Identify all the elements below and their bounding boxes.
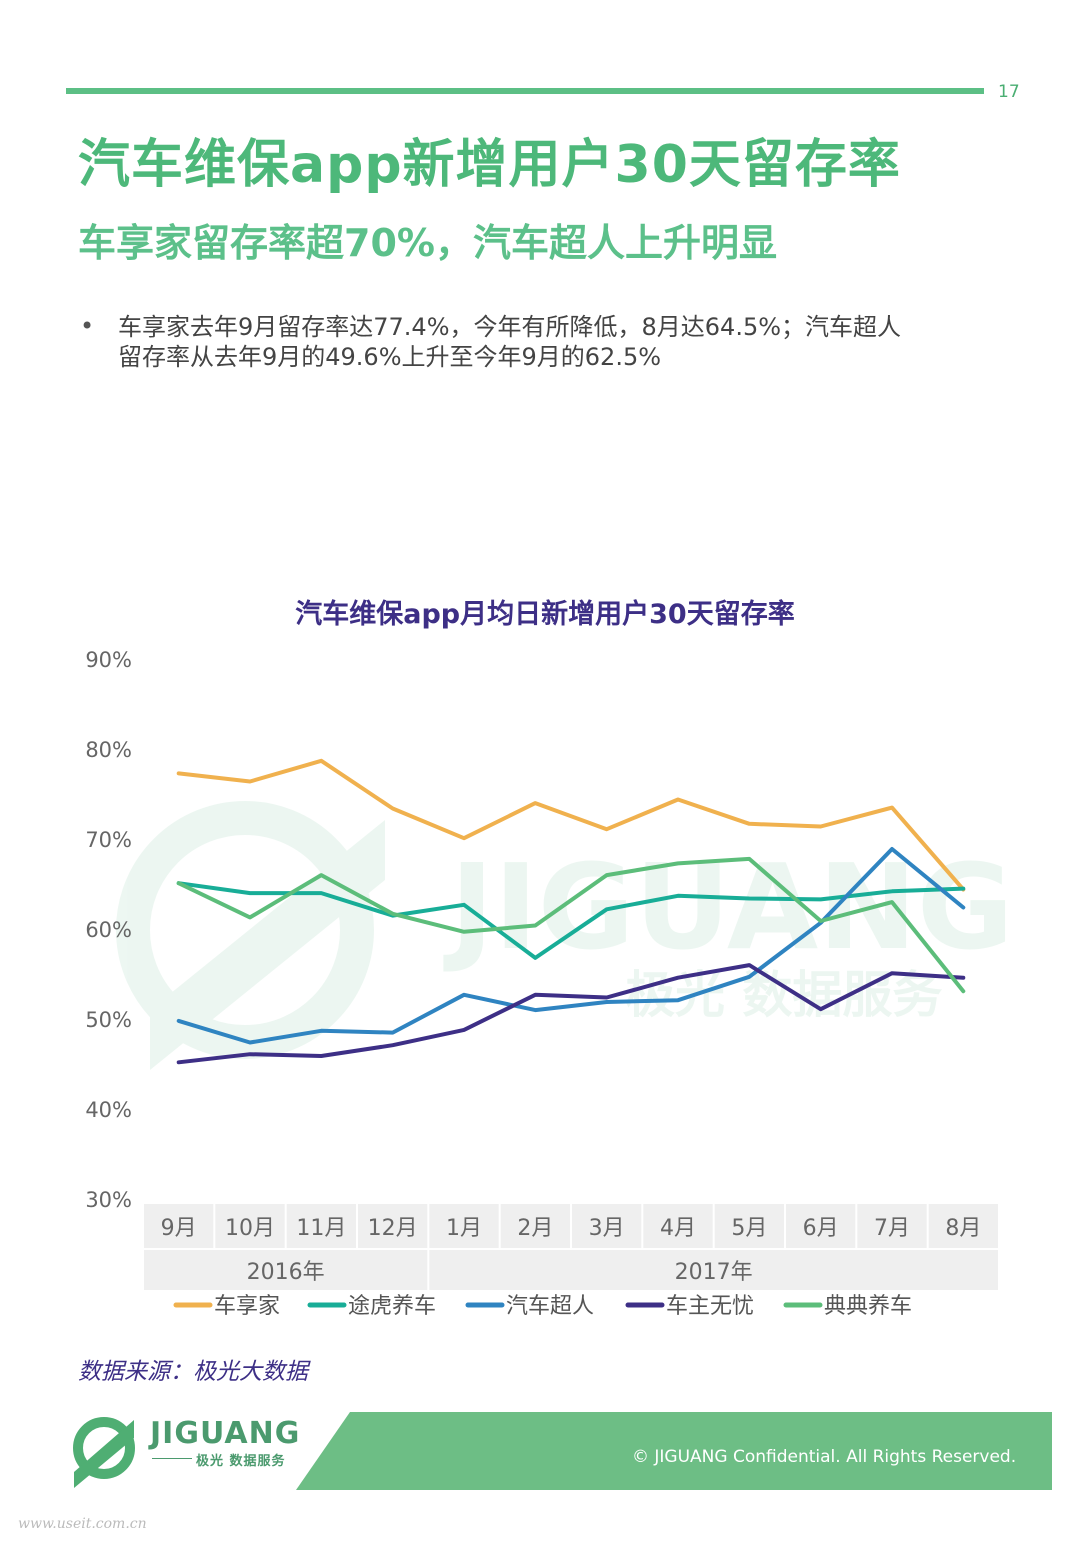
year-cell (144, 1250, 428, 1290)
page-title: 汽车维保app新增用户30天留存率 (78, 135, 901, 195)
y-tick-label: 50% (85, 1008, 132, 1032)
month-label: 8月 (945, 1216, 981, 1241)
y-tick-label: 60% (85, 918, 132, 942)
series-layer (176, 758, 966, 1065)
bullet-text: 车享家去年9月留存率达77.4%，今年有所降低，8月达64.5%；汽车超人 留存… (118, 312, 1018, 372)
month-label: 1月 (446, 1216, 482, 1241)
y-axis: 90% 80% 70% 60% 50% 40% 30% (85, 648, 132, 1212)
series-line-4 (176, 963, 966, 1065)
month-label: 11月 (296, 1216, 346, 1241)
month-cell (786, 1204, 856, 1248)
month-label: 9月 (161, 1216, 197, 1241)
legend: 车享家 途虎养车 汽车超人 车主无忧 典典养车 (173, 1294, 912, 1319)
page-subtitle: 车享家留存率超70%，汽车超人上升明显 (78, 221, 777, 265)
month-cell (286, 1204, 356, 1248)
footer-copyright: © JIGUANG Confidential. All Rights Reser… (632, 1447, 1017, 1467)
month-label: 6月 (803, 1216, 839, 1241)
legend-label: 汽车超人 (506, 1294, 594, 1319)
bullet-line-1: 车享家去年9月留存率达77.4%，今年有所降低，8月达64.5%；汽车超人 (118, 313, 902, 341)
month-label: 10月 (225, 1216, 275, 1241)
month-label: 3月 (589, 1216, 625, 1241)
month-cell (144, 1204, 214, 1248)
month-label: 5月 (731, 1216, 767, 1241)
legend-label: 途虎养车 (348, 1294, 436, 1319)
category-axis: 9月 10月 11月 12月 1月 2月 3月 4月 5月 6月 7月 8月 2016年 2017年 (144, 1204, 998, 1290)
month-cell (643, 1204, 713, 1248)
month-label: 12月 (368, 1216, 418, 1241)
series-line-5 (176, 856, 966, 994)
data-source: 数据来源：极光大数据 (78, 1359, 308, 1385)
footer-logo-tagline: 极光 数据服务 (196, 1454, 286, 1469)
y-tick-label: 80% (85, 738, 132, 762)
bullet-line-2: 留存率从去年9月的49.6%上升至今年9月的62.5% (118, 343, 662, 371)
month-cell (714, 1204, 784, 1248)
series-line-1 (176, 758, 966, 892)
year-label: 2017年 (675, 1260, 753, 1285)
legend-label: 车享家 (214, 1294, 280, 1319)
month-cell (429, 1204, 499, 1248)
legend-label: 车主无忧 (666, 1294, 754, 1319)
y-tick-label: 70% (85, 828, 132, 852)
month-cell (215, 1204, 285, 1248)
retention-line-chart: JIGUANG 极光 数据服务 汽车维保app月均日新增用户30天留存率 90%… (85, 598, 1014, 1319)
series-line-2 (176, 881, 966, 960)
month-cell (572, 1204, 642, 1248)
page-number: 17 (998, 82, 1020, 102)
month-label: 2月 (517, 1216, 553, 1241)
year-cell (429, 1250, 998, 1290)
footer-logo-icon (73, 1417, 135, 1488)
month-cell (928, 1204, 998, 1248)
jiguang-watermark: JIGUANG 极光 数据服务 (116, 801, 1014, 1070)
month-cell (358, 1204, 428, 1248)
y-tick-label: 40% (85, 1098, 132, 1122)
series-line-3 (176, 847, 966, 1045)
y-tick-label: 30% (85, 1188, 132, 1212)
watermark-logo-slash-icon (150, 820, 385, 1070)
month-label: 7月 (874, 1216, 910, 1241)
footer-logo-rule (152, 1458, 192, 1459)
footer-green-band (296, 1412, 1052, 1490)
month-cell (500, 1204, 570, 1248)
month-cell (857, 1204, 927, 1248)
footer-band (73, 1412, 1052, 1490)
year-label: 2016年 (247, 1260, 325, 1285)
legend-label: 典典养车 (824, 1294, 912, 1319)
bullet-dot: • (80, 312, 95, 340)
footer-logo-name: JIGUANG (150, 1416, 301, 1451)
month-label: 4月 (660, 1216, 696, 1241)
chart-title: 汽车维保app月均日新增用户30天留存率 (295, 598, 794, 630)
top-divider (66, 88, 984, 94)
y-tick-label: 90% (85, 648, 132, 672)
site-watermark: www.useit.com.cn (18, 1516, 147, 1532)
